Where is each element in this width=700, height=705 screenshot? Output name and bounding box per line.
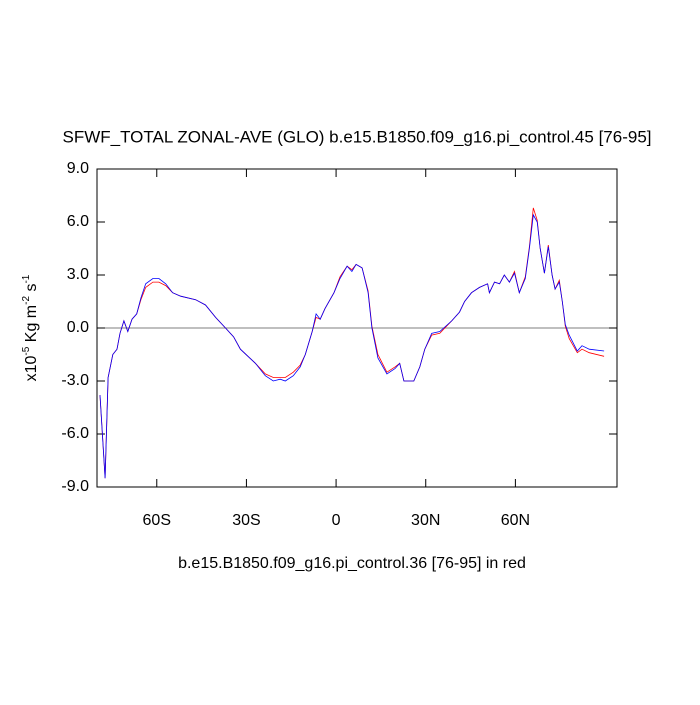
y-axis-label: x10-5 Kg m-2 s-1 <box>21 274 41 381</box>
y-tick-label: -9.0 <box>61 478 89 495</box>
ylabel-part: -2 <box>21 296 32 305</box>
y-tick-label: 9.0 <box>67 160 89 177</box>
y-tick-label: -3.0 <box>61 372 89 389</box>
x-tick-label: 60N <box>501 512 530 529</box>
x-tick-label: 0 <box>332 512 341 529</box>
data-line <box>99 213 605 479</box>
y-tick-label: 3.0 <box>67 266 89 283</box>
data-line <box>99 207 605 479</box>
subtitle: b.e15.B1850.f09_g16.pi_control.36 [76-95… <box>178 555 526 572</box>
ylabel-part: x10 <box>23 355 40 381</box>
chart-title: SFWF_TOTAL ZONAL-AVE (GLO) b.e15.B1850.f… <box>63 127 652 146</box>
x-tick-label: 30S <box>232 512 260 529</box>
ylabel-part: Kg m <box>23 305 40 347</box>
ylabel-part: -5 <box>21 346 32 355</box>
y-tick-label: -6.0 <box>61 425 89 442</box>
x-tick-label: 60S <box>143 512 171 529</box>
y-tick-label: 0.0 <box>67 319 89 336</box>
x-tick-label: 30N <box>411 512 440 529</box>
ylabel-part: s <box>23 284 40 296</box>
ylabel-part: -1 <box>21 274 32 283</box>
y-tick-label: 6.0 <box>67 213 89 230</box>
